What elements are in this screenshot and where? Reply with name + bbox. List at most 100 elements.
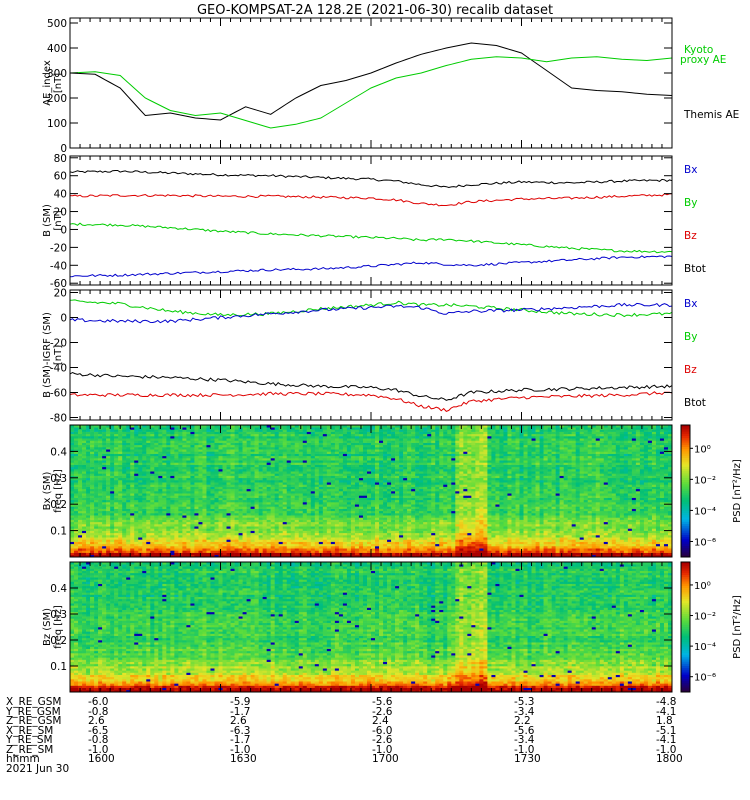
heatmap-cell xyxy=(419,491,423,494)
heatmap-cell xyxy=(524,491,528,494)
heatmap-cell xyxy=(70,515,74,518)
heatmap-cell xyxy=(223,528,227,531)
heatmap-cell xyxy=(616,553,620,556)
heatmap-cell xyxy=(162,513,166,516)
heatmap-cell xyxy=(431,524,435,527)
heatmap-cell xyxy=(339,524,343,527)
heatmap-cell xyxy=(584,546,588,549)
heatmap-cell xyxy=(154,511,158,514)
heatmap-cell xyxy=(335,537,339,540)
heatmap-cell xyxy=(467,495,471,498)
heatmap-cell xyxy=(351,522,355,525)
heatmap-cell xyxy=(507,500,511,503)
heatmap-cell xyxy=(214,511,218,514)
heatmap-cell xyxy=(142,535,146,538)
heatmap-cell xyxy=(231,522,235,525)
heatmap-cell xyxy=(471,520,475,523)
heatmap-cell xyxy=(479,533,483,536)
heatmap-cell xyxy=(142,544,146,547)
heatmap-cell xyxy=(632,513,636,516)
heatmap-cell xyxy=(283,520,287,523)
heatmap-cell xyxy=(459,535,463,538)
heatmap-cell xyxy=(648,542,652,545)
heatmap-cell xyxy=(524,533,528,536)
heatmap-cell xyxy=(568,526,572,529)
heatmap-cell xyxy=(174,548,178,551)
heatmap-cell xyxy=(323,515,327,518)
heatmap-cell xyxy=(102,526,106,529)
heatmap-cell xyxy=(118,502,122,505)
heatmap-cell xyxy=(275,495,279,498)
heatmap-cell xyxy=(463,524,467,527)
heatmap-cell xyxy=(644,524,648,527)
heatmap-cell xyxy=(596,528,600,531)
heatmap-cell xyxy=(403,513,407,516)
heatmap-cell xyxy=(503,528,507,531)
heatmap-cell xyxy=(347,522,351,525)
heatmap-cell xyxy=(190,553,194,556)
heatmap-cell xyxy=(243,535,247,538)
heatmap-cell xyxy=(608,537,612,540)
heatmap-cell xyxy=(536,513,540,516)
heatmap-cell xyxy=(479,526,483,529)
heatmap-cell xyxy=(455,528,459,531)
heatmap-cell xyxy=(214,495,218,498)
heatmap-cell xyxy=(375,520,379,523)
heatmap-cell xyxy=(251,511,255,514)
heatmap-cell xyxy=(194,548,198,551)
heatmap-cell xyxy=(588,546,592,549)
heatmap-cell xyxy=(206,491,210,494)
heatmap-cell xyxy=(624,544,628,547)
heatmap-cell xyxy=(652,493,656,496)
heatmap-cell xyxy=(263,498,267,501)
heatmap-cell xyxy=(291,495,295,498)
heatmap-cell xyxy=(90,537,94,540)
heatmap-cell xyxy=(255,542,259,545)
heatmap-cell xyxy=(443,511,447,514)
heatmap-cell xyxy=(239,535,243,538)
heatmap-cell xyxy=(576,520,580,523)
y-tick-label: 500 xyxy=(47,18,67,30)
heatmap-cell xyxy=(483,498,487,501)
heatmap-cell xyxy=(303,511,307,514)
heatmap-cell xyxy=(214,520,218,523)
heatmap-cell xyxy=(616,544,620,547)
heatmap-cell xyxy=(419,539,423,542)
heatmap-cell xyxy=(503,515,507,518)
heatmap-cell xyxy=(415,493,419,496)
heatmap-cell xyxy=(279,537,283,540)
heatmap-cell xyxy=(576,533,580,536)
heatmap-cell xyxy=(507,546,511,549)
heatmap-cell xyxy=(367,517,371,520)
heatmap-cell xyxy=(206,500,210,503)
legend-label: Bx xyxy=(684,298,697,310)
heatmap-cell xyxy=(247,509,251,512)
heatmap-cell xyxy=(235,533,239,536)
heatmap-cell xyxy=(130,528,134,531)
heatmap-cell xyxy=(407,526,411,529)
heatmap-cell xyxy=(640,500,644,503)
heatmap-cell xyxy=(628,498,632,501)
heatmap-cell xyxy=(343,528,347,531)
heatmap-cell xyxy=(78,539,82,542)
heatmap-cell xyxy=(90,498,94,501)
heatmap-cell xyxy=(74,546,78,549)
heatmap-cell xyxy=(114,493,118,496)
heatmap-cell xyxy=(423,491,427,494)
heatmap-cell xyxy=(588,517,592,520)
heatmap-cell xyxy=(182,491,186,494)
heatmap-cell xyxy=(239,502,243,505)
heatmap-cell xyxy=(640,498,644,501)
heatmap-cell xyxy=(584,526,588,529)
heatmap-cell xyxy=(556,491,560,494)
heatmap-cell xyxy=(451,542,455,545)
heatmap-cell xyxy=(612,511,616,514)
heatmap-cell xyxy=(359,515,363,518)
heatmap-cell xyxy=(383,495,387,498)
heatmap-cell xyxy=(247,504,251,507)
heatmap-cell xyxy=(154,509,158,512)
heatmap-cell xyxy=(564,553,568,556)
heatmap-cell xyxy=(407,528,411,531)
heatmap-cell xyxy=(283,553,287,556)
heatmap-cell xyxy=(415,520,419,523)
